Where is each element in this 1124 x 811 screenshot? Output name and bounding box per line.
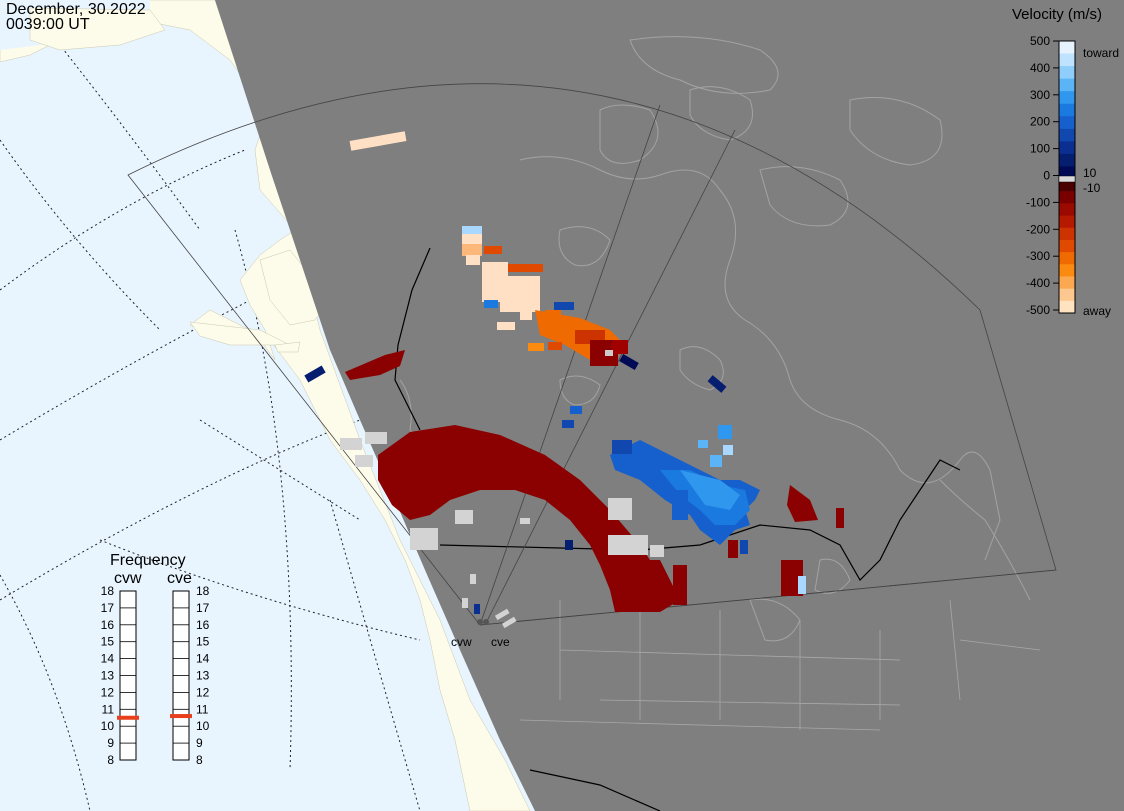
colorbar-label-toward: toward — [1083, 46, 1119, 60]
frequency-title: Frequency — [110, 552, 186, 569]
frequency-tick-label: 13 — [101, 669, 115, 683]
colorbar-tick-label: -200 — [1026, 222, 1050, 236]
time-label: 0039:00 UT — [6, 16, 90, 33]
colorbar-swatch — [1059, 276, 1075, 290]
colorbar-tick-label: 300 — [1030, 88, 1050, 102]
frequency-tick-label: 11 — [102, 702, 115, 716]
colorbar-swatch — [1059, 300, 1075, 314]
velocity-scatter — [304, 131, 844, 629]
scatter-blue-cluster — [304, 365, 806, 594]
radar-label-cvw: cvw — [451, 635, 472, 649]
date-label: December, 30.2022 — [6, 1, 146, 18]
frequency-tick-label: 12 — [196, 685, 210, 699]
colorbar-label-minus-threshold: -10 — [1083, 181, 1101, 195]
colorbar-swatch — [1059, 53, 1075, 67]
scatter-red-small-2 — [673, 565, 687, 605]
daylight-land — [0, 0, 531, 811]
frequency-marker — [170, 714, 192, 719]
colorbar-swatch — [1059, 191, 1075, 204]
colorbar-swatch — [1059, 141, 1075, 155]
frequency-tick-label: 8 — [196, 753, 203, 767]
colorbar-zero-band — [1058, 175, 1076, 183]
colorbar-tick-label: 200 — [1030, 115, 1050, 129]
frequency-radar-cve: cve — [167, 570, 192, 587]
frequency-tick-label: 9 — [196, 736, 203, 750]
frequency-tick-label: 10 — [101, 719, 115, 733]
colorbar-swatch — [1059, 128, 1075, 142]
colorbar-swatch — [1059, 227, 1075, 241]
frequency-tick-label: 18 — [101, 584, 115, 598]
frequency-tick-label: 11 — [196, 702, 209, 716]
colorbar-tick-label: -300 — [1026, 249, 1050, 263]
frequency-marker — [117, 715, 139, 720]
frequency-tick-label: 13 — [196, 669, 210, 683]
scatter-red-arc — [378, 425, 670, 612]
scatter-red-north — [345, 350, 405, 380]
frequency-tick-label: 17 — [196, 601, 210, 615]
scatter-near-radar — [462, 540, 573, 629]
colorbar-title: Velocity (m/s) — [1012, 6, 1103, 23]
colorbar-swatch — [1059, 239, 1075, 253]
radar-fov — [127, 83, 1057, 626]
colorbar-swatch — [1059, 103, 1075, 117]
velocity-colorbar: 500 400 300 200 100 0 -100 -200 -300 -400 -500 tow… — [1026, 34, 1119, 318]
colorbar-label-away: away — [1083, 304, 1111, 318]
radar-sites: cvw cve — [451, 619, 510, 649]
radar-site-cve — [483, 619, 489, 625]
colorbar-swatch — [1059, 215, 1075, 229]
colorbar-tick-label: 0 — [1043, 169, 1050, 183]
colorbar-swatch — [1059, 153, 1075, 167]
colorbar-tick-label: -400 — [1026, 276, 1050, 290]
frequency-radar-cvw: cvw — [114, 570, 142, 587]
colorbar-label-plus-threshold: 10 — [1083, 166, 1097, 180]
colorbar-tick-label: -100 — [1026, 195, 1050, 209]
colorbar-tick-label: 400 — [1030, 61, 1050, 75]
colorbar-tick-label: 100 — [1030, 142, 1050, 156]
radar-site-cvw — [477, 619, 483, 625]
frequency-tick-label: 10 — [196, 719, 210, 733]
frequency-tick-label: 14 — [101, 652, 115, 666]
scatter-red-small-3 — [728, 540, 738, 558]
colorbar-swatch — [1059, 252, 1075, 265]
lat-lon-grid — [0, 19, 421, 811]
frequency-panel: Frequency cvw cve 18 17 16 15 14 13 12 11 10 9 8 18… — [101, 552, 210, 767]
colorbar-swatch — [1059, 78, 1075, 92]
scatter-red-lake — [781, 560, 803, 596]
frequency-tick-label: 15 — [101, 635, 115, 649]
frequency-tick-label: 14 — [196, 652, 210, 666]
scatter-red-east — [787, 485, 818, 522]
scatter-north-streak — [349, 131, 639, 370]
colorbar-swatch — [1059, 91, 1075, 105]
colorbar-swatch — [1059, 116, 1075, 130]
night-region — [215, 0, 1124, 811]
scatter-red-tail — [615, 560, 680, 612]
radar-label-cve: cve — [491, 635, 510, 649]
colorbar-swatch — [1059, 203, 1075, 217]
colorbar-swatch — [1059, 41, 1075, 55]
frequency-tick-label: 12 — [101, 685, 115, 699]
frequency-tick-label: 8 — [107, 753, 114, 767]
frequency-tick-label: 9 — [107, 736, 114, 750]
colorbar-swatch — [1059, 288, 1075, 302]
frequency-tick-label: 15 — [196, 635, 210, 649]
ground-scatter — [340, 432, 664, 557]
scatter-red-small-1 — [836, 508, 844, 528]
colorbar-tick-label: 500 — [1030, 34, 1050, 48]
frequency-tick-label: 18 — [196, 584, 210, 598]
colorbar-swatch — [1059, 66, 1075, 80]
colorbar-tick-label: -500 — [1026, 303, 1050, 317]
colorbar-swatch — [1059, 264, 1075, 277]
frequency-tick-label: 16 — [196, 618, 210, 632]
frequency-tick-label: 17 — [101, 601, 115, 615]
state-borders — [519, 599, 1041, 731]
frequency-tick-label: 16 — [101, 618, 115, 632]
